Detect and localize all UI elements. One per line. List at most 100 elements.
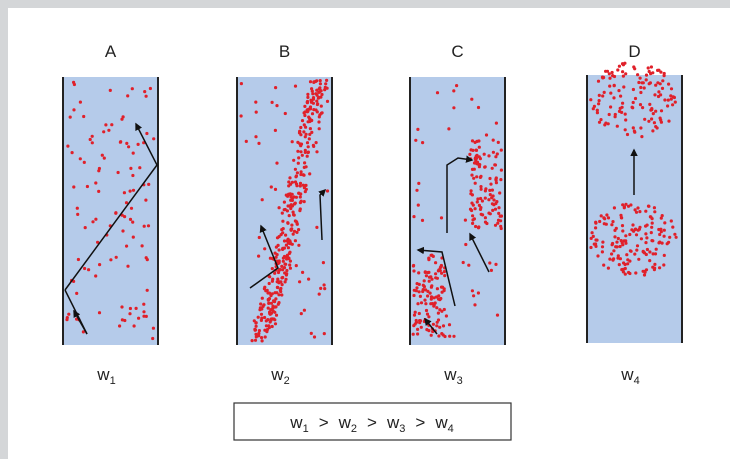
particle	[650, 217, 654, 221]
particle	[302, 130, 306, 134]
particle	[499, 214, 503, 218]
particle	[489, 182, 493, 186]
particle	[648, 102, 652, 106]
particle	[116, 170, 120, 175]
particle	[275, 291, 279, 295]
particle	[137, 316, 141, 320]
particle	[286, 246, 290, 250]
particle	[109, 258, 113, 262]
arrows	[64, 122, 638, 335]
particle	[470, 193, 474, 197]
particle	[263, 335, 267, 339]
particle	[284, 243, 288, 247]
particle	[611, 241, 615, 246]
particle	[623, 112, 627, 116]
particle	[674, 235, 678, 239]
particle	[669, 97, 673, 101]
particle	[497, 211, 501, 215]
particle	[102, 130, 106, 134]
particle	[658, 82, 662, 86]
particle	[323, 88, 327, 92]
particle	[650, 221, 654, 225]
particle	[623, 262, 627, 267]
particle	[303, 113, 307, 118]
particle	[606, 216, 611, 220]
particle	[421, 283, 425, 287]
particle	[94, 217, 98, 221]
particle	[610, 70, 614, 75]
particle	[429, 302, 433, 306]
particle	[440, 290, 444, 294]
particle	[628, 232, 632, 237]
particle	[90, 141, 94, 145]
particle	[122, 191, 126, 195]
particle	[591, 234, 595, 238]
particle	[473, 303, 477, 307]
particle	[276, 277, 280, 281]
particle	[274, 245, 278, 249]
particle	[622, 85, 626, 89]
particle	[654, 109, 658, 113]
particle	[104, 123, 108, 127]
particle	[612, 96, 616, 100]
particle	[467, 263, 471, 267]
particle	[626, 258, 630, 262]
particle	[655, 126, 659, 130]
particle	[254, 324, 258, 328]
particle	[615, 240, 619, 244]
particle	[477, 145, 481, 149]
particle	[263, 315, 267, 320]
particle	[244, 139, 248, 143]
particle	[651, 129, 655, 133]
particle	[292, 202, 297, 206]
particle	[144, 256, 148, 260]
particle	[633, 96, 638, 101]
particle	[630, 105, 634, 109]
particle	[87, 268, 91, 272]
particle	[470, 173, 474, 177]
particle	[303, 148, 307, 152]
particle	[281, 259, 285, 263]
particle	[142, 302, 146, 306]
particle	[147, 182, 151, 186]
particle	[315, 150, 319, 154]
particle	[297, 191, 301, 195]
particle	[597, 102, 601, 106]
particle	[280, 211, 284, 215]
particle	[491, 208, 495, 212]
particle	[319, 89, 323, 93]
particle	[435, 287, 439, 291]
particle	[631, 223, 635, 227]
term-sub: 1	[303, 423, 309, 435]
particle	[148, 86, 152, 91]
term-base: w	[434, 413, 448, 432]
particle	[136, 142, 140, 146]
particle	[437, 268, 441, 272]
particle	[439, 265, 443, 269]
particle	[412, 215, 416, 219]
particle	[651, 112, 655, 116]
particle	[81, 330, 85, 334]
particle	[294, 195, 298, 199]
particle	[653, 252, 658, 256]
particle	[127, 145, 131, 149]
particle	[277, 293, 281, 297]
particle	[287, 184, 291, 188]
term-base: w	[289, 413, 303, 432]
particle	[497, 206, 501, 210]
particle	[659, 93, 663, 97]
particle	[264, 324, 268, 328]
particle	[290, 198, 294, 202]
particle	[623, 272, 627, 276]
particle	[120, 318, 124, 322]
particle	[608, 84, 612, 88]
particle	[600, 75, 605, 79]
particle	[260, 296, 264, 300]
particle	[297, 228, 301, 232]
particle	[434, 272, 438, 276]
particle	[283, 271, 287, 275]
particle	[656, 68, 660, 72]
particle	[280, 264, 284, 268]
particle	[430, 253, 434, 257]
particle	[292, 229, 297, 233]
